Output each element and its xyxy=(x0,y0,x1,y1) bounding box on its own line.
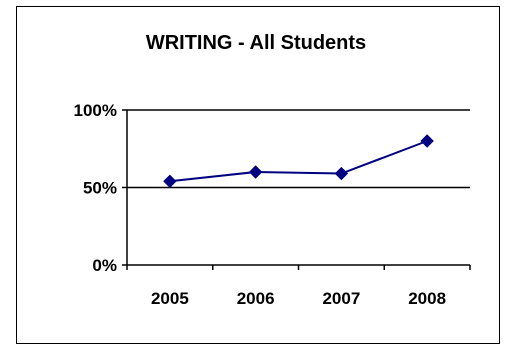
y-tick-label: 100% xyxy=(74,101,117,120)
y-tick-label: 0% xyxy=(92,256,117,275)
x-tick-label: 2005 xyxy=(151,289,189,308)
data-point xyxy=(248,165,263,179)
x-tick-label: 2008 xyxy=(408,289,446,308)
chart-title: WRITING - All Students xyxy=(146,32,366,54)
x-tick-label: 2006 xyxy=(237,289,275,308)
gridlines xyxy=(127,109,470,189)
data-point xyxy=(334,166,349,181)
y-tick-label: 50% xyxy=(83,179,117,198)
series-group xyxy=(163,134,434,189)
axes xyxy=(122,109,471,270)
data-point xyxy=(420,134,434,148)
x-tick-label: 2007 xyxy=(322,289,360,308)
x-tick-labels: 2005 2006 2007 2008 xyxy=(151,289,446,308)
data-point xyxy=(163,174,177,189)
y-tick-labels: 0% 50% 100% xyxy=(74,101,117,275)
series-line xyxy=(169,140,428,183)
